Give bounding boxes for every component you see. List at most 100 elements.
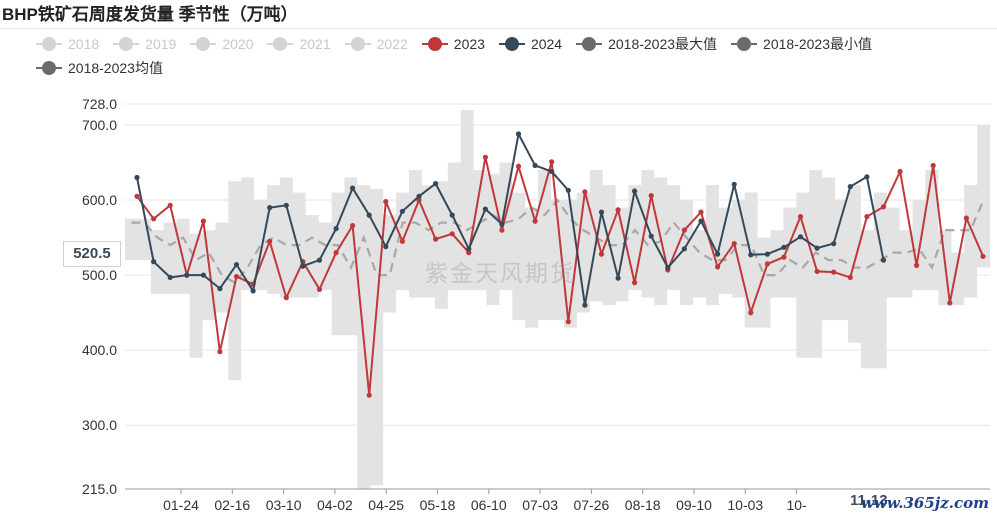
max-min-band xyxy=(125,110,990,489)
legend-item-2018[interactable]: 2018 xyxy=(36,32,99,56)
data-point-2024 xyxy=(698,218,704,224)
data-point-2023 xyxy=(383,199,389,205)
legend-label: 2019 xyxy=(145,36,177,52)
data-point-2024 xyxy=(399,208,405,214)
data-point-2023 xyxy=(549,159,555,165)
legend-marker-icon xyxy=(36,37,62,51)
data-point-2023 xyxy=(698,209,704,215)
legend-item-2018-2023均值[interactable]: 2018-2023均值 xyxy=(36,56,163,80)
legend-item-2023[interactable]: 2023 xyxy=(421,32,485,56)
data-point-2024 xyxy=(831,241,837,247)
data-point-2023 xyxy=(615,207,621,213)
x-tick-label: 02-16 xyxy=(214,497,250,513)
data-point-2023 xyxy=(897,168,903,175)
data-point-2023 xyxy=(499,227,505,233)
data-point-2023 xyxy=(847,274,853,280)
data-point-2024 xyxy=(466,246,472,252)
data-point-2024 xyxy=(366,212,372,218)
y-tick-label: 300.0 xyxy=(82,417,117,433)
legend: 2018 2019 2020 2021 2022 2023 2024 2018-2023最大值… xyxy=(36,32,986,80)
x-tick-label: 07-26 xyxy=(573,497,609,513)
watermark: 紫金天风期货 xyxy=(425,261,575,287)
data-point-2023 xyxy=(200,218,206,224)
data-point-2023 xyxy=(399,238,405,244)
data-point-2023 xyxy=(980,253,986,259)
legend-item-2020[interactable]: 2020 xyxy=(190,32,253,56)
data-point-2023 xyxy=(267,238,273,244)
series-line-2023 xyxy=(136,157,984,396)
data-point-2023 xyxy=(764,261,771,267)
legend-item-2018-2023最小值[interactable]: 2018-2023最小值 xyxy=(731,32,872,56)
data-point-2024 xyxy=(532,162,538,169)
y-tick-label: 500.0 xyxy=(82,267,117,283)
mean-line xyxy=(131,198,985,285)
x-tick-label: 03-10 xyxy=(266,497,302,513)
data-point-2024 xyxy=(233,262,240,268)
data-point-2023 xyxy=(532,218,538,224)
data-point-2024 xyxy=(151,259,157,265)
data-point-2023 xyxy=(797,214,804,220)
data-point-2024 xyxy=(565,187,571,193)
data-point-2023 xyxy=(217,349,223,355)
data-point-2024 xyxy=(482,206,488,212)
data-point-2024 xyxy=(781,244,787,250)
data-point-2024 xyxy=(515,131,522,137)
x-tick-label: 04-02 xyxy=(317,497,353,513)
data-point-2023 xyxy=(648,193,654,199)
data-point-2023 xyxy=(283,295,289,301)
data-point-2024 xyxy=(549,168,555,175)
data-point-2024 xyxy=(880,257,887,263)
data-point-2024 xyxy=(184,272,190,278)
data-point-2024 xyxy=(764,251,771,257)
legend-item-2024[interactable]: 2024 xyxy=(498,32,562,56)
hover-date-label: 11-13 xyxy=(850,492,888,509)
legend-marker-icon xyxy=(344,37,371,51)
data-point-2024 xyxy=(217,286,223,292)
legend-label: 2020 xyxy=(222,36,254,52)
data-point-2024 xyxy=(665,265,671,271)
chart-title: BHP铁矿石周度发货量 季节性（万吨） xyxy=(2,5,298,24)
legend-marker-icon xyxy=(421,37,448,51)
data-point-2024 xyxy=(814,245,820,251)
data-point-2023 xyxy=(814,268,820,274)
y-tick-label: 600.0 xyxy=(82,192,117,208)
data-point-2023 xyxy=(930,162,936,169)
data-point-2023 xyxy=(333,250,339,256)
data-point-2023 xyxy=(466,250,472,256)
data-point-2024 xyxy=(797,234,804,240)
legend-label: 2022 xyxy=(376,36,408,52)
legend-marker-icon xyxy=(267,37,294,51)
x-tick-label: 05-18 xyxy=(420,497,456,513)
y-tick-label: 215.0 xyxy=(82,481,117,497)
data-point-2024 xyxy=(582,302,588,308)
data-point-2024 xyxy=(316,257,323,263)
site-watermark: www.365jz.com xyxy=(861,494,989,512)
data-point-2024 xyxy=(598,209,605,215)
legend-marker-icon xyxy=(576,37,603,51)
legend-marker-icon xyxy=(36,61,62,75)
legend-item-2021[interactable]: 2021 xyxy=(267,32,331,56)
legend-item-2022[interactable]: 2022 xyxy=(344,32,408,56)
legend-item-2019[interactable]: 2019 xyxy=(113,32,176,56)
legend-label: 2018 xyxy=(68,36,100,52)
data-point-2024 xyxy=(167,274,173,280)
data-point-2024 xyxy=(632,188,638,194)
data-point-2023 xyxy=(781,254,787,260)
data-point-2024 xyxy=(250,288,256,294)
data-point-2024 xyxy=(847,184,853,190)
y-tick-label: 728.0 xyxy=(82,96,117,112)
x-tick-label: 10-03 xyxy=(727,497,763,513)
data-point-2023 xyxy=(316,286,323,292)
legend-item-2018-2023最大值[interactable]: 2018-2023最大值 xyxy=(576,32,717,56)
legend-label: 2023 xyxy=(453,36,485,52)
data-point-2023 xyxy=(565,319,571,325)
data-point-2024 xyxy=(267,205,273,211)
data-point-2023 xyxy=(715,264,721,270)
legend-marker-icon xyxy=(731,37,758,51)
data-point-2023 xyxy=(433,236,439,242)
data-point-2024 xyxy=(731,181,737,187)
data-point-2023 xyxy=(880,204,887,210)
data-point-2023 xyxy=(748,310,754,316)
data-point-2024 xyxy=(383,244,389,250)
